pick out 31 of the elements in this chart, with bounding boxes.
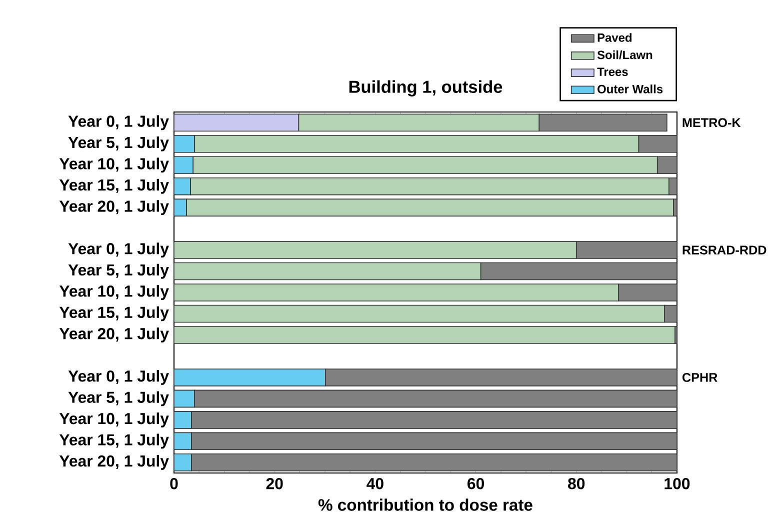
legend-label: Trees xyxy=(597,68,628,76)
text: RESRAD-RDD xyxy=(682,246,766,255)
legend-label: Outer Walls xyxy=(598,84,663,94)
y-tick-label: Year 20, 1 July xyxy=(59,454,169,470)
legend-label: Soil/Lawn xyxy=(597,50,652,60)
y-tick-label: Year 0, 1 July xyxy=(68,370,169,385)
y-tick-label: Year 5, 1 July xyxy=(68,391,169,406)
y-tick-label: Year 20, 1 July xyxy=(59,328,169,342)
y-tick-label: Year 15, 1 July xyxy=(59,434,169,449)
x-tick-label: 20 xyxy=(266,478,283,490)
x-tick-label: 60 xyxy=(468,478,484,490)
legend-label: Paved xyxy=(598,33,632,42)
chart-title: Building 1, outside xyxy=(349,80,502,96)
x-axis-title: % contribution to dose rate xyxy=(318,498,532,511)
y-tick-label: Year 0, 1 July xyxy=(68,115,169,130)
text: CPHR xyxy=(682,372,718,382)
y-tick-label: Year 20, 1 July xyxy=(59,200,169,216)
y-tick-label: Year 10, 1 July xyxy=(59,412,169,428)
y-tick-label: Year 5, 1 July xyxy=(68,264,169,279)
bar xyxy=(174,326,676,344)
x-tick-label: 40 xyxy=(366,478,384,490)
y-tick-label: Year 0, 1 July xyxy=(68,242,169,258)
y-tick-label: Year 5, 1 July xyxy=(68,136,169,152)
y-tick-label: Year 10, 1 July xyxy=(59,285,169,300)
y-tick-label: Year 15, 1 July xyxy=(59,306,169,322)
x-tick-label: 80 xyxy=(568,478,585,490)
x-tick-label: 0 xyxy=(170,478,178,490)
x-tick-label: 100 xyxy=(664,478,690,490)
y-tick-label: Year 15, 1 July xyxy=(59,178,169,194)
y-tick-label: Year 10, 1 July xyxy=(59,158,169,173)
text: METRO-K xyxy=(682,118,741,128)
